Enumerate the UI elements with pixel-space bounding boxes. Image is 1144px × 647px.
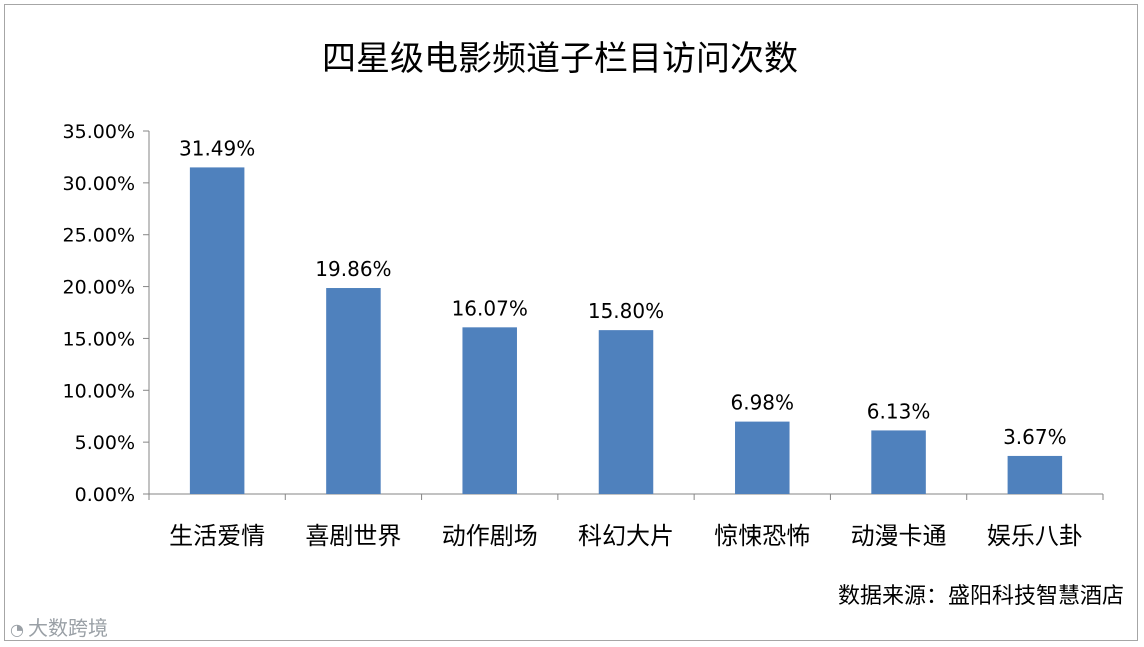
- category-label: 娱乐八卦: [987, 522, 1083, 550]
- y-axis: 0.00% 5.00% 10.00% 15.00% 20.00% 25.00% 30.00%…: [63, 121, 150, 506]
- y-tick-label: 5.00%: [75, 432, 135, 454]
- bar-chart: 四星级电影频道子栏目访问次数 0.00% 5.00% 10.00% 15.00% 20.…: [63, 39, 1104, 550]
- bar: [871, 430, 926, 494]
- data-label: 6.98%: [731, 391, 795, 415]
- bar: [735, 421, 790, 494]
- bar: [326, 288, 381, 494]
- data-label: 3.67%: [1003, 425, 1067, 449]
- data-label: 16.07%: [452, 296, 528, 320]
- weibo-icon: ◔: [10, 620, 24, 639]
- bars: [189, 167, 1063, 494]
- source-note: 数据来源：盛阳科技智慧酒店: [837, 584, 1124, 609]
- category-label: 科幻大片: [578, 522, 674, 550]
- category-label: 动漫卡通: [851, 522, 947, 550]
- data-label: 6.13%: [867, 399, 931, 423]
- chart-frame: 四星级电影频道子栏目访问次数 0.00% 5.00% 10.00% 15.00% 20.…: [4, 4, 1138, 641]
- y-tick-label: 15.00%: [63, 328, 135, 350]
- y-tick-label: 20.00%: [63, 277, 135, 299]
- y-tick-label: 0.00%: [75, 484, 135, 506]
- data-label: 31.49%: [179, 136, 255, 160]
- y-tick-label: 35.00%: [63, 121, 135, 143]
- data-labels: 31.49% 19.86% 16.07% 15.80% 6.98% 6.13% 3.67%: [179, 136, 1067, 449]
- bar: [189, 167, 245, 494]
- data-label: 19.86%: [315, 257, 391, 281]
- chart-title: 四星级电影频道子栏目访问次数: [322, 39, 798, 79]
- watermark-text: 大数跨境: [27, 616, 108, 640]
- x-axis: 生活爱情 喜剧世界 动作剧场 科幻大片 惊悚恐怖 动漫卡通 娱乐八卦: [148, 493, 1104, 550]
- data-label: 15.80%: [588, 299, 664, 323]
- y-tick-label: 10.00%: [63, 380, 135, 402]
- category-label: 惊悚恐怖: [714, 522, 810, 550]
- bar: [598, 330, 654, 494]
- watermark: ◔ 大数跨境: [10, 612, 108, 641]
- bar: [1007, 455, 1063, 494]
- y-tick-label: 25.00%: [63, 225, 135, 247]
- category-label: 生活爱情: [169, 522, 265, 550]
- category-label: 喜剧世界: [305, 522, 401, 550]
- bar: [462, 327, 517, 494]
- y-tick-label: 30.00%: [63, 173, 135, 195]
- category-label: 动作剧场: [442, 522, 538, 550]
